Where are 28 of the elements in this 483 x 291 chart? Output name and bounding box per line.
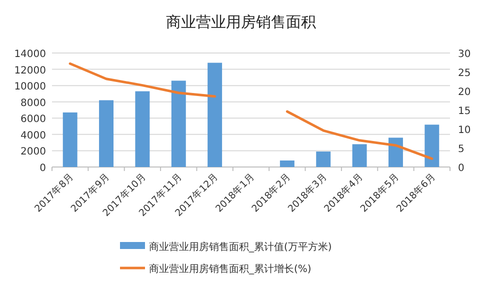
bar bbox=[352, 144, 367, 167]
y-tick-label: 6000 bbox=[20, 114, 46, 126]
y2-tick-label: 10 bbox=[458, 125, 471, 136]
y2-tick-label: 15 bbox=[458, 106, 471, 117]
bar bbox=[388, 138, 403, 167]
y2-tick-label: 0 bbox=[458, 163, 464, 174]
y-tick-label: 2000 bbox=[20, 146, 46, 158]
bar bbox=[208, 62, 222, 167]
y-tick-label: 8000 bbox=[20, 98, 46, 109]
y-tick-label: 4000 bbox=[20, 130, 46, 142]
y2-tick-label: 20 bbox=[458, 87, 471, 98]
bar bbox=[424, 124, 440, 167]
y-tick-label: 14000 bbox=[14, 49, 46, 60]
bar bbox=[99, 100, 114, 167]
bar bbox=[316, 152, 331, 167]
chart-title: 商业营业用房销售面积 bbox=[166, 13, 316, 31]
legend-label: 商业营业用房销售面积_累计增长(%) bbox=[149, 263, 312, 275]
legend-label: 商业营业用房销售面积_累计值(万平方米) bbox=[149, 241, 332, 253]
bar bbox=[280, 160, 294, 167]
y-tick-label: 0 bbox=[40, 163, 46, 174]
y-tick-label: 10000 bbox=[14, 82, 46, 93]
bar bbox=[171, 80, 186, 167]
y2-tick-label: 5 bbox=[458, 144, 464, 155]
y2-tick-label: 30 bbox=[458, 49, 471, 60]
y-tick-label: 12000 bbox=[14, 65, 46, 76]
bar bbox=[62, 112, 78, 167]
bar bbox=[135, 91, 150, 167]
y2-tick-label: 25 bbox=[458, 68, 471, 79]
